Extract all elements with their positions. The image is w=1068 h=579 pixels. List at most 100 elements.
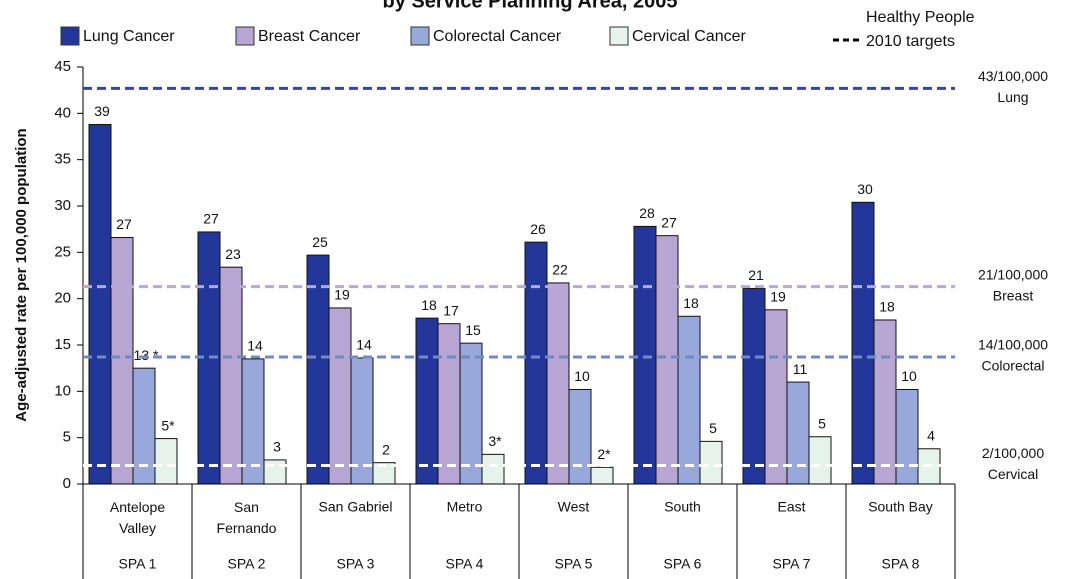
bar bbox=[677, 315, 701, 485]
data-label: 27 bbox=[116, 216, 132, 232]
bar bbox=[873, 319, 897, 485]
data-label: 19 bbox=[334, 287, 350, 303]
x-tick-label: East bbox=[777, 499, 805, 515]
legend-label: Colorectal Cancer bbox=[433, 28, 562, 45]
bar bbox=[699, 440, 723, 485]
data-label: 25 bbox=[312, 234, 328, 250]
y-tick-label: 10 bbox=[54, 382, 71, 399]
legend-swatch bbox=[410, 26, 430, 46]
x-tick-label: San Gabriel bbox=[319, 499, 393, 515]
legend-label: Cervical Cancer bbox=[632, 28, 746, 45]
data-label: 15 bbox=[465, 322, 481, 338]
y-tick-label: 40 bbox=[54, 104, 71, 121]
data-label: 10 bbox=[901, 368, 917, 384]
legend-label: Breast Cancer bbox=[258, 28, 361, 45]
bar bbox=[328, 307, 352, 485]
bar bbox=[481, 453, 505, 485]
bar bbox=[590, 466, 614, 485]
data-label: 5 bbox=[709, 420, 717, 436]
bar bbox=[219, 266, 243, 485]
x-subcategory-label: SPA 4 bbox=[446, 556, 484, 572]
data-label: 4 bbox=[927, 427, 935, 443]
bar bbox=[764, 309, 788, 485]
target-name: Cervical bbox=[988, 466, 1039, 482]
bar bbox=[786, 381, 810, 485]
x-tick-label: South Bay bbox=[868, 499, 933, 515]
data-label: 3 bbox=[273, 439, 281, 455]
x-tick-label: San Fernando bbox=[217, 499, 277, 536]
bar bbox=[263, 459, 287, 485]
x-subcategory-label: SPA 3 bbox=[337, 556, 375, 572]
bar bbox=[459, 342, 483, 485]
data-label: 2 bbox=[382, 441, 390, 457]
data-label: 19 bbox=[770, 288, 786, 304]
data-label: 10 bbox=[574, 368, 590, 384]
x-tick-label: Antelope Valley bbox=[110, 499, 165, 536]
data-label: 18 bbox=[879, 299, 895, 315]
bar bbox=[633, 225, 657, 485]
y-tick-label: 5 bbox=[63, 429, 71, 446]
chart-title: by Service Planning Area, 2005 bbox=[383, 0, 678, 12]
x-tick-label: South bbox=[664, 499, 701, 515]
data-label: 39 bbox=[94, 103, 110, 119]
y-tick-label: 25 bbox=[54, 243, 71, 260]
data-label: 2* bbox=[597, 446, 611, 462]
data-label: 28 bbox=[639, 205, 655, 221]
x-subcategory-label: SPA 1 bbox=[119, 556, 157, 572]
legend-swatch bbox=[609, 26, 629, 46]
data-label: 21 bbox=[748, 267, 764, 283]
data-label: 23 bbox=[225, 246, 241, 262]
y-tick-label: 15 bbox=[54, 336, 71, 353]
data-label: 18 bbox=[683, 295, 699, 311]
x-subcategory-label: SPA 2 bbox=[228, 556, 266, 572]
data-label: 26 bbox=[530, 221, 546, 237]
x-tick-label: Metro bbox=[447, 499, 483, 515]
bar bbox=[851, 201, 875, 485]
x-subcategory-label: SPA 6 bbox=[664, 556, 702, 572]
bar bbox=[88, 123, 112, 485]
bar bbox=[808, 436, 832, 485]
data-label: 27 bbox=[203, 211, 219, 227]
data-label: 22 bbox=[552, 262, 568, 278]
data-label: 18 bbox=[421, 297, 437, 313]
bar bbox=[306, 254, 330, 485]
data-label: 13 * bbox=[134, 347, 159, 363]
x-subcategory-label: SPA 8 bbox=[882, 556, 920, 572]
target-name: Colorectal bbox=[981, 358, 1044, 374]
y-tick-label: 20 bbox=[54, 290, 71, 307]
target-name: Lung bbox=[997, 89, 1028, 105]
bar bbox=[655, 235, 679, 485]
bar bbox=[546, 282, 570, 485]
target-label: 21/100,000 bbox=[978, 266, 1048, 282]
data-label: 17 bbox=[443, 302, 459, 318]
legend-swatch bbox=[235, 26, 255, 46]
data-label: 30 bbox=[857, 181, 873, 197]
bar bbox=[524, 241, 548, 485]
bar bbox=[415, 317, 439, 485]
bar bbox=[437, 323, 461, 485]
legend-swatch bbox=[60, 26, 80, 46]
y-tick-label: 45 bbox=[54, 58, 71, 75]
y-tick-label: 30 bbox=[54, 197, 71, 214]
data-label: 27 bbox=[661, 214, 677, 230]
data-label: 3* bbox=[488, 433, 502, 449]
y-axis-label: Age-adjusted rate per 100,000 population bbox=[13, 128, 30, 421]
y-tick-label: 35 bbox=[54, 151, 71, 168]
bar bbox=[742, 287, 766, 485]
target-label: 43/100,000 bbox=[978, 68, 1048, 84]
data-label: 5* bbox=[161, 417, 175, 433]
legend-target-label: Healthy People 2010 targets bbox=[866, 9, 975, 50]
bar bbox=[895, 388, 919, 485]
data-label: 14 bbox=[356, 337, 372, 353]
x-subcategory-label: SPA 5 bbox=[555, 556, 593, 572]
target-label: 2/100,000 bbox=[982, 445, 1044, 461]
bar bbox=[110, 237, 134, 485]
data-label: 5 bbox=[818, 415, 826, 431]
y-tick-label: 0 bbox=[63, 475, 71, 492]
data-label: 11 bbox=[793, 361, 808, 377]
x-subcategory-label: SPA 7 bbox=[773, 556, 811, 572]
bar bbox=[154, 438, 178, 485]
target-label: 14/100,000 bbox=[978, 337, 1048, 353]
x-tick-label: West bbox=[558, 499, 590, 515]
